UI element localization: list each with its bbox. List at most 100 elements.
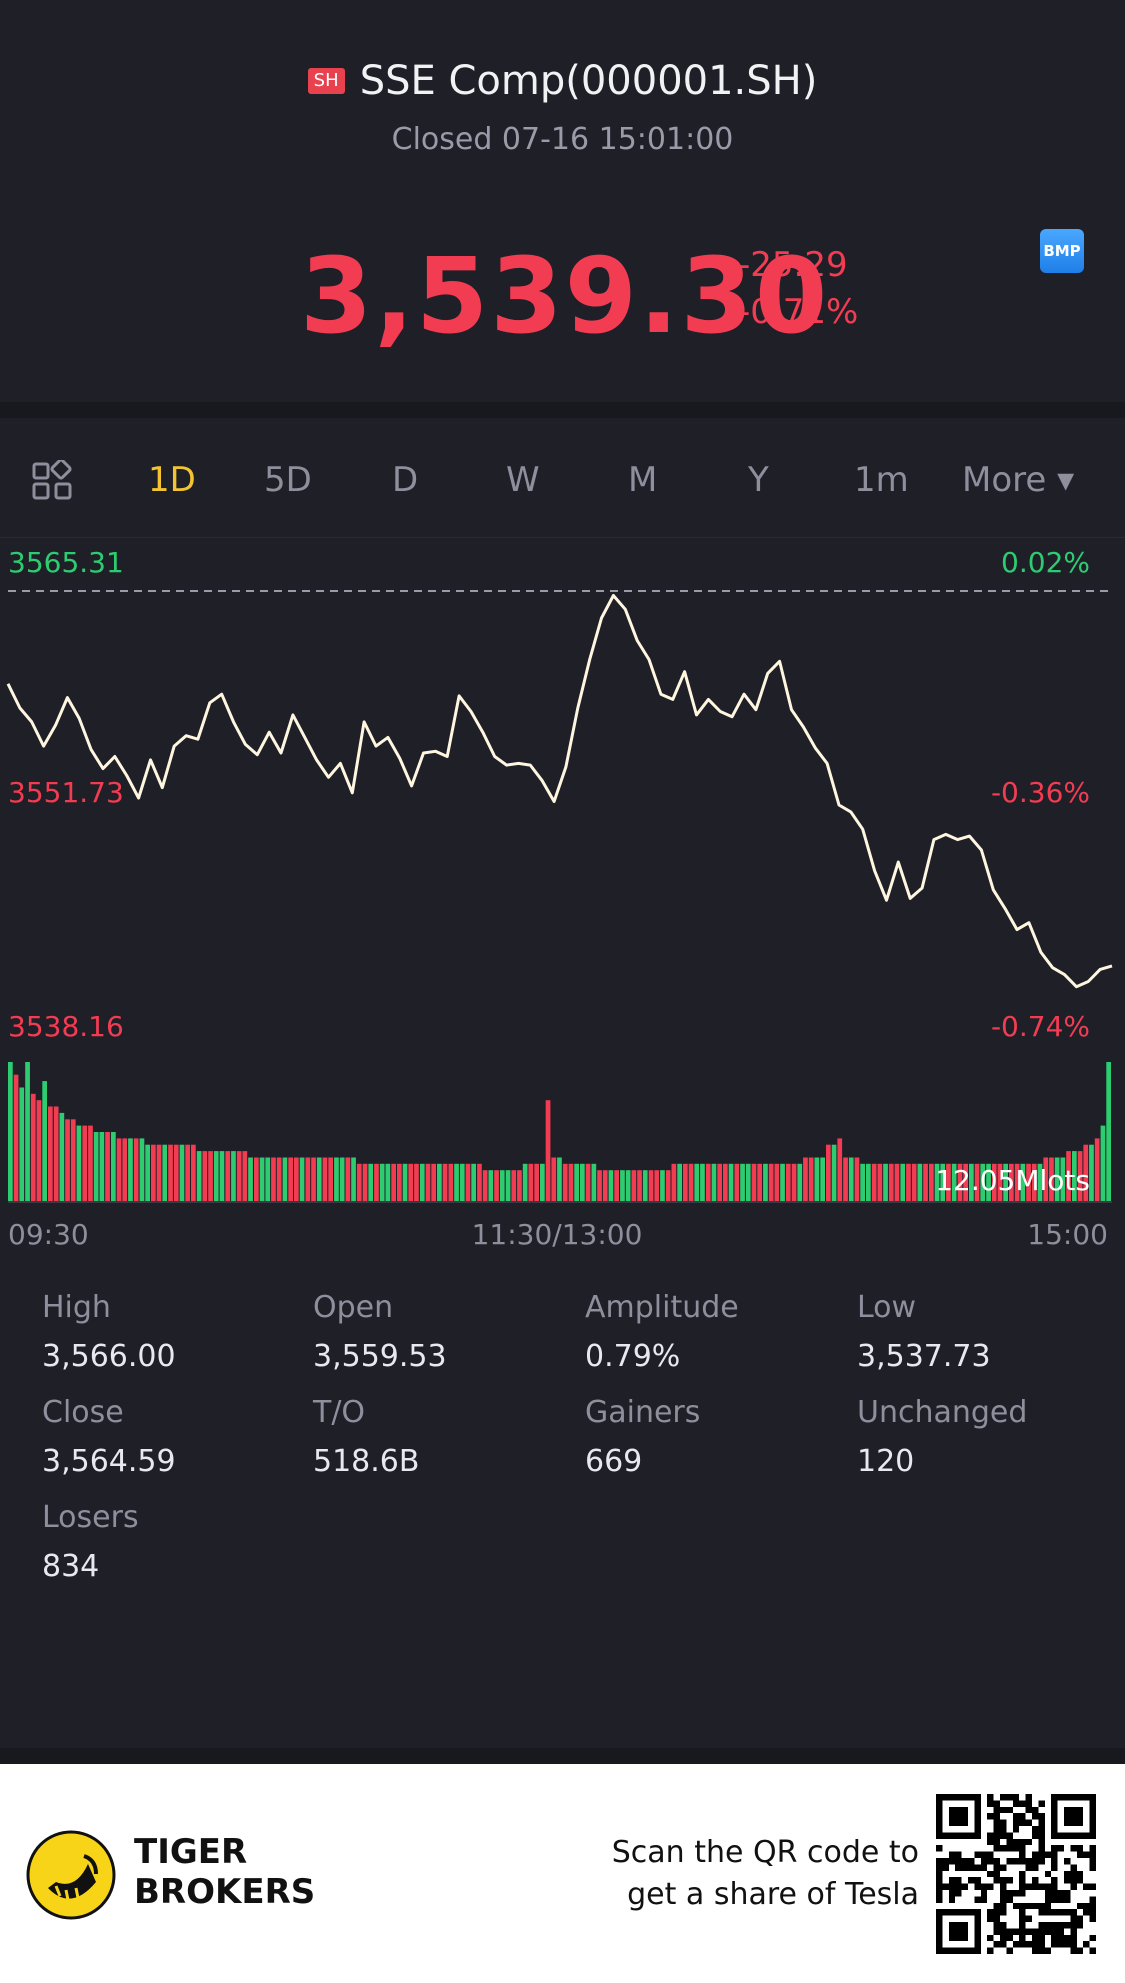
volume-bar [545, 1100, 551, 1202]
volume-bar [614, 1170, 619, 1202]
stat-label: High [42, 1290, 111, 1325]
volume-bar [374, 1163, 379, 1202]
volume-bar [946, 1163, 951, 1202]
volume-bar [208, 1151, 213, 1202]
volume-bar [648, 1170, 654, 1202]
volume-bar [997, 1163, 1003, 1202]
volume-bar [151, 1144, 156, 1202]
stat-value: 669 [585, 1444, 643, 1479]
volume-bar [934, 1163, 940, 1202]
volume-bar [254, 1157, 259, 1202]
volume-bar [288, 1157, 293, 1202]
volume-bar [906, 1163, 911, 1202]
x-tick-midday: 11:30/13:00 [472, 1218, 643, 1251]
stat-value: 3,537.73 [857, 1339, 991, 1374]
volume-bar [803, 1157, 808, 1202]
volume-bar [683, 1163, 688, 1202]
volume-bar [774, 1163, 780, 1202]
volume-bar [59, 1112, 65, 1202]
brand-line-1: TIGER [134, 1832, 248, 1872]
volume-bar [128, 1138, 133, 1202]
volume-bar [797, 1163, 803, 1202]
volume-bar [1083, 1144, 1089, 1202]
volume-bar [700, 1163, 705, 1202]
stat-unchanged: Unchanged 120 [857, 1395, 1027, 1479]
volume-bar [482, 1170, 488, 1202]
volume-bar [705, 1163, 711, 1202]
volume-bar [557, 1157, 562, 1202]
volume-bar [477, 1163, 482, 1202]
volume-bar [877, 1163, 883, 1202]
volume-bar [499, 1170, 505, 1202]
volume-bar [397, 1163, 402, 1202]
volume-bar [991, 1163, 997, 1202]
volume-bar [665, 1170, 671, 1202]
volume-bar [1049, 1157, 1054, 1202]
tab-week[interactable]: W [506, 460, 540, 500]
tab-year[interactable]: Y [748, 460, 769, 500]
volume-bar [276, 1157, 282, 1202]
tab-1d[interactable]: 1D [148, 460, 196, 500]
volume-bar [929, 1163, 934, 1202]
volume-bar [8, 1062, 13, 1202]
volume-bar [980, 1163, 986, 1202]
stat-label: Gainers [585, 1395, 701, 1430]
volume-bar [42, 1081, 47, 1202]
volume-bar [459, 1163, 465, 1202]
volume-bar [528, 1163, 534, 1202]
share-footer: TIGER BROKERS Scan the QR code to get a … [0, 1764, 1125, 1983]
volume-bar [820, 1157, 825, 1202]
volume-bar [540, 1163, 545, 1202]
bmp-icon[interactable]: BMP [1040, 229, 1084, 273]
volume-bar [1077, 1151, 1083, 1202]
volume-bar [437, 1163, 442, 1202]
volume-bar [883, 1163, 888, 1202]
volume-bar [99, 1132, 105, 1202]
timeframe-tabs: 1D 5D D W M Y 1m More ▾ [0, 418, 1125, 538]
volume-bar [299, 1157, 305, 1202]
stat-losers: Losers 834 [42, 1500, 139, 1584]
tab-month[interactable]: M [628, 460, 658, 500]
volume-bar [1094, 1138, 1100, 1202]
volume-bar [53, 1106, 59, 1202]
volume-bar [168, 1144, 173, 1202]
volume-bar [688, 1163, 694, 1202]
volume-bar [1037, 1163, 1043, 1202]
volume-bar [574, 1163, 579, 1202]
volume-bar [202, 1151, 208, 1202]
tab-more[interactable]: More ▾ [962, 460, 1075, 500]
volume-bar [745, 1163, 751, 1202]
volume-bar [522, 1163, 528, 1202]
volume-bar [837, 1138, 843, 1202]
volume-bar [356, 1163, 362, 1202]
stat-label: Low [857, 1290, 917, 1325]
volume-bar [620, 1170, 625, 1202]
volume-bars [8, 1062, 1111, 1202]
x-tick-open: 09:30 [8, 1218, 89, 1251]
volume-bar [848, 1157, 854, 1202]
tab-1m[interactable]: 1m [854, 460, 909, 500]
qr-code-icon[interactable] [936, 1794, 1096, 1954]
y-label-low: 3538.16 [8, 1010, 124, 1043]
volume-bar [448, 1163, 454, 1202]
volume-bar [1026, 1163, 1031, 1202]
volume-bar [145, 1144, 150, 1202]
volume-bar [763, 1163, 768, 1202]
brand-name: TIGER BROKERS [134, 1832, 315, 1912]
volume-bar [431, 1163, 436, 1202]
volume-bar [1009, 1163, 1014, 1202]
volume-bar [717, 1163, 722, 1202]
tab-5d[interactable]: 5D [264, 460, 312, 500]
volume-bar [111, 1132, 116, 1202]
intraday-chart[interactable]: 3565.31 0.02% 3551.73 -0.36% 3538.16 -0.… [0, 540, 1125, 1260]
price-line [6, 594, 1113, 989]
volume-bar [1066, 1151, 1071, 1202]
volume-bar [116, 1138, 122, 1202]
tab-day[interactable]: D [392, 460, 419, 500]
volume-bar [866, 1163, 871, 1202]
layout-grid-icon[interactable] [32, 460, 74, 502]
volume-bar [339, 1157, 345, 1202]
volume-bar [179, 1144, 185, 1202]
volume-bar [122, 1138, 128, 1202]
volume-bar [808, 1157, 814, 1202]
